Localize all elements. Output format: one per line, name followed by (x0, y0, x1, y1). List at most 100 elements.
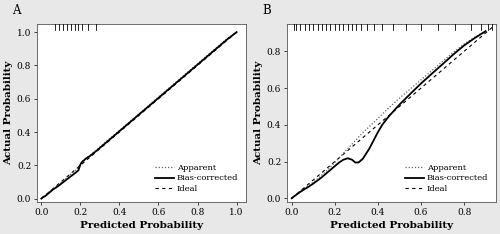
Text: A: A (12, 4, 21, 17)
Bias-corrected (288, 197, 294, 200)
Bias-corrected (97, 146, 103, 149)
Bias-corrected (74, 171, 80, 173)
Bias-corrected (126, 121, 132, 124)
Bias-corrected (386, 115, 392, 118)
Bias-corrected (306, 185, 312, 188)
Bias-corrected (418, 82, 424, 85)
Apparent (354, 138, 360, 141)
Apparent (461, 43, 467, 45)
Apparent (62, 178, 68, 181)
Apparent (349, 143, 355, 146)
Bias-corrected (349, 158, 355, 161)
Bias-corrected (106, 138, 112, 141)
Bias-corrected (46, 191, 52, 194)
Bias-corrected (461, 44, 467, 47)
Bias-corrected (328, 168, 334, 171)
Apparent (328, 166, 334, 168)
Apparent (319, 174, 325, 176)
Apparent (80, 160, 86, 163)
Apparent (54, 185, 60, 188)
Bias-corrected (40, 196, 46, 198)
Apparent (396, 97, 402, 100)
Apparent (298, 190, 304, 192)
Bias-corrected (352, 161, 358, 164)
Line: Apparent: Apparent (42, 32, 236, 199)
Bias-corrected (87, 154, 93, 157)
Legend: Apparent, Bias-corrected, Ideal: Apparent, Bias-corrected, Ideal (154, 163, 240, 194)
Apparent (472, 36, 478, 38)
Bias-corrected (58, 183, 64, 185)
Bias-corrected (319, 176, 325, 179)
Apparent (407, 88, 413, 90)
Apparent (386, 106, 392, 109)
Bias-corrected (472, 37, 478, 39)
Text: B: B (262, 4, 271, 17)
Apparent (40, 196, 46, 198)
Bias-corrected (314, 179, 320, 182)
Bias-corrected (175, 80, 181, 83)
Bias-corrected (234, 31, 239, 33)
Bias-corrected (366, 147, 372, 150)
Bias-corrected (407, 93, 413, 95)
Apparent (366, 125, 372, 128)
Bias-corrected (340, 158, 346, 161)
Apparent (214, 46, 220, 48)
Apparent (146, 104, 152, 107)
Apparent (74, 168, 80, 171)
Bias-corrected (370, 139, 376, 142)
Bias-corrected (70, 174, 75, 176)
Bias-corrected (166, 88, 172, 91)
Bias-corrected (185, 72, 191, 74)
Bias-corrected (360, 157, 366, 160)
Apparent (76, 166, 82, 169)
Bias-corrected (344, 157, 350, 160)
Apparent (362, 129, 368, 132)
Apparent (291, 195, 297, 198)
Apparent (166, 87, 172, 90)
Apparent (306, 184, 312, 187)
Apparent (450, 51, 456, 54)
Bias-corrected (156, 96, 162, 99)
Bias-corrected (83, 157, 89, 160)
Bias-corrected (302, 188, 308, 190)
Apparent (418, 78, 424, 81)
Bias-corrected (396, 103, 402, 106)
Apparent (42, 194, 48, 197)
Bias-corrected (116, 130, 122, 133)
Apparent (97, 146, 103, 148)
Line: Bias-corrected: Bias-corrected (292, 31, 486, 198)
Apparent (358, 134, 364, 136)
Bias-corrected (82, 159, 87, 161)
Bias-corrected (310, 182, 316, 185)
Apparent (46, 190, 52, 193)
Apparent (175, 79, 181, 82)
Y-axis label: Actual Probability: Actual Probability (254, 61, 262, 165)
Apparent (185, 71, 191, 73)
Bias-corrected (375, 131, 381, 134)
Bias-corrected (214, 47, 220, 49)
Line: Apparent: Apparent (292, 31, 486, 198)
Apparent (93, 149, 99, 152)
Bias-corrected (76, 169, 82, 172)
Bias-corrected (62, 179, 68, 182)
Apparent (50, 187, 56, 190)
Legend: Apparent, Bias-corrected, Ideal: Apparent, Bias-corrected, Ideal (404, 163, 490, 194)
Apparent (82, 158, 87, 161)
X-axis label: Predicted Probability: Predicted Probability (330, 221, 454, 230)
Bias-corrected (356, 161, 362, 164)
Bias-corrected (291, 195, 297, 198)
Apparent (302, 187, 308, 190)
Apparent (224, 37, 230, 40)
Apparent (344, 147, 350, 150)
Apparent (429, 69, 435, 72)
Bias-corrected (93, 150, 99, 153)
Apparent (440, 60, 446, 63)
Bias-corrected (482, 30, 488, 33)
Apparent (116, 129, 122, 132)
Apparent (340, 152, 346, 155)
Bias-corrected (224, 38, 230, 41)
Apparent (332, 161, 338, 164)
Bias-corrected (293, 194, 299, 196)
Apparent (379, 113, 385, 116)
Apparent (83, 157, 89, 159)
